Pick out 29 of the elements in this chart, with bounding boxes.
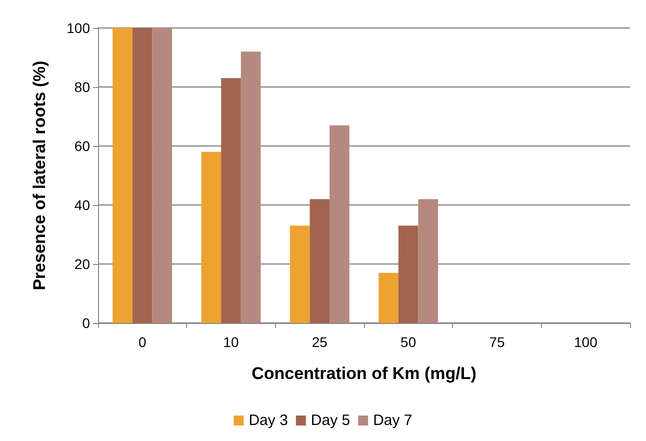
bar <box>221 78 241 323</box>
y-tick-label: 100 <box>66 20 90 36</box>
legend-label: Day 7 <box>373 412 412 429</box>
bar <box>152 28 172 323</box>
y-axis-title: Presence of lateral roots (%) <box>30 60 49 290</box>
x-tick-label: 0 <box>138 334 146 350</box>
legend-label: Day 5 <box>310 412 350 429</box>
bar <box>112 28 132 323</box>
y-tick-label: 60 <box>74 138 90 154</box>
bar <box>398 226 418 323</box>
y-tick-label: 80 <box>74 79 90 95</box>
bar <box>310 199 330 323</box>
legend-label: Day 3 <box>248 412 288 429</box>
bar <box>132 28 152 323</box>
bar <box>330 125 350 323</box>
bar <box>290 226 310 323</box>
y-tick-label: 20 <box>74 256 90 272</box>
x-tick-label: 25 <box>312 334 328 350</box>
bar <box>240 52 261 323</box>
bar <box>418 199 438 323</box>
x-axis-title: Concentration of Km (mg/L) <box>252 364 476 383</box>
bar <box>201 152 222 323</box>
x-tick-label: 10 <box>223 334 239 350</box>
y-tick-label: 0 <box>82 315 90 331</box>
y-tick-label: 40 <box>74 197 90 213</box>
x-tick-label: 75 <box>489 334 505 350</box>
bar <box>378 272 398 323</box>
x-tick-label: 100 <box>574 334 598 350</box>
x-tick-label: 50 <box>400 334 416 350</box>
